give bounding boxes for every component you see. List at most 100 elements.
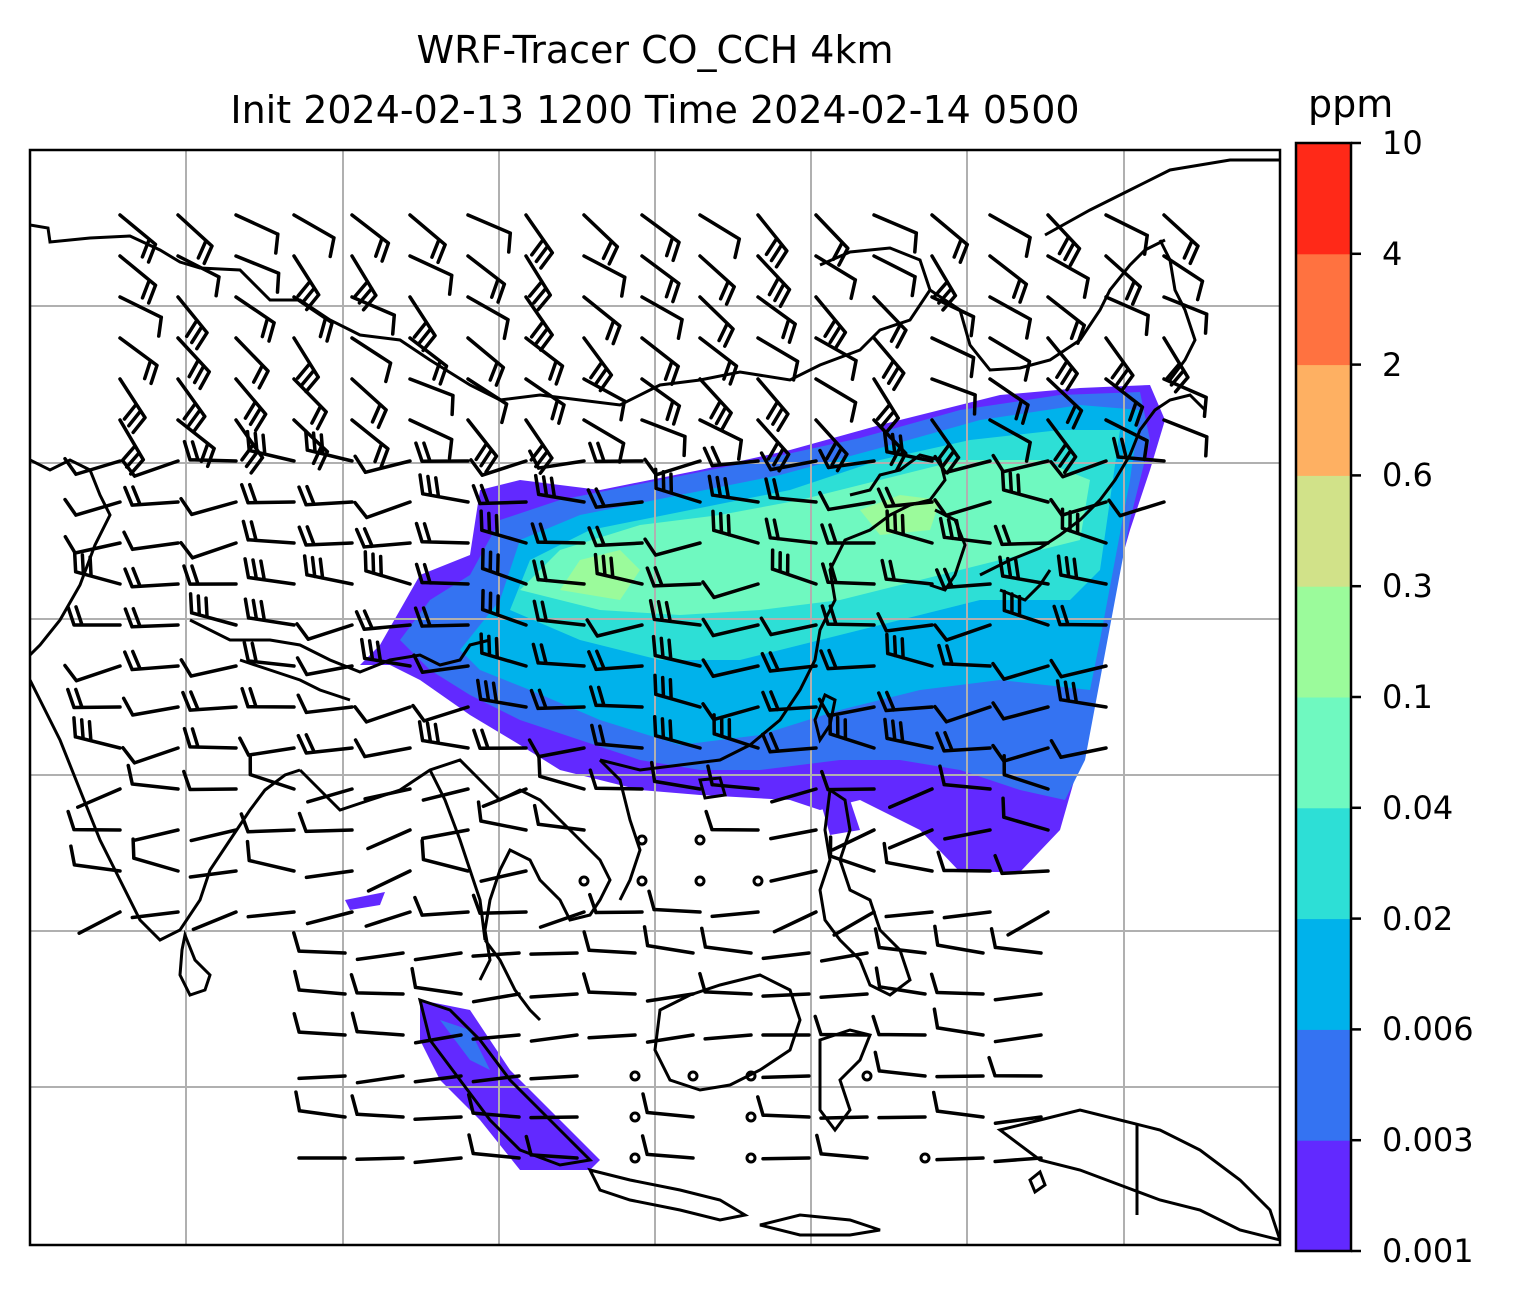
colorbar (1296, 141, 1361, 1253)
wind-barb (761, 992, 811, 998)
colorbar-tick-label: 0.3 (1382, 567, 1433, 606)
wind-barb (471, 1074, 521, 1084)
wind-barb (366, 828, 412, 851)
wind-barb (63, 663, 122, 683)
wind-barb (1006, 910, 1050, 937)
wind-barb (524, 377, 566, 425)
colorbar-segment (1296, 475, 1351, 587)
wind-barb (188, 592, 238, 627)
map-title-line2: Init 2024-02-13 1200 Time 2024-02-14 050… (230, 88, 1080, 132)
wind-barb (888, 787, 934, 810)
wind-barb (292, 1011, 347, 1037)
wind-barb (872, 377, 900, 435)
wind-barb (764, 477, 818, 504)
wind-barb (993, 1033, 1043, 1044)
wind-barb (182, 439, 238, 463)
wind-barb (304, 869, 354, 880)
wind-barb (529, 951, 579, 956)
wind-barb (756, 295, 797, 344)
wind-barb (297, 1074, 347, 1081)
colorbar-segment (1296, 807, 1351, 920)
wind-barb (1104, 213, 1149, 256)
colorbar-segment (1296, 918, 1351, 1030)
wind-barb (1104, 336, 1135, 393)
wind-barb (582, 377, 627, 422)
wind-barb (408, 336, 449, 386)
wind-barb (189, 828, 238, 843)
wind-barb (72, 716, 122, 750)
wind-barb (988, 336, 1032, 382)
wind-barb (414, 562, 470, 586)
colorbar-segment (1296, 697, 1351, 809)
calm-wind-circle (687, 1070, 699, 1082)
colorbar-tick-label: 0.001 (1382, 1232, 1474, 1270)
wind-barb (479, 869, 528, 883)
wind-barb (530, 522, 586, 545)
wind-barb (819, 648, 876, 671)
wind-barb (481, 787, 528, 809)
wind-barb (1002, 753, 1050, 791)
wind-barb (761, 1074, 811, 1080)
wind-barb (63, 456, 122, 476)
wind-barb (354, 527, 412, 549)
wind-barb (883, 717, 934, 750)
wind-barb (294, 1090, 347, 1119)
wind-barb (698, 295, 735, 348)
wind-barb (234, 377, 268, 433)
wind-barb (528, 449, 586, 470)
wind-barb (640, 213, 681, 263)
wind-barb (296, 693, 354, 715)
wind-barb (302, 554, 354, 586)
wind-barb (700, 926, 753, 955)
wind-barb (987, 1055, 1043, 1078)
colorbar-segment (1296, 364, 1351, 476)
wind-barb (1049, 658, 1108, 679)
wind-barb (131, 837, 180, 873)
wind-barb (179, 496, 238, 517)
wind-barb (480, 547, 528, 586)
wind-barb (930, 213, 970, 264)
calm-wind-circle (745, 1070, 757, 1082)
wind-barb (582, 418, 626, 464)
wind-barb (756, 377, 790, 432)
wind-barb (63, 534, 122, 555)
wind-barb (469, 458, 528, 477)
colorbar-frame (1294, 141, 1353, 1253)
wind-barb (355, 1074, 405, 1085)
wind-barb (882, 431, 934, 463)
wind-barb (176, 377, 207, 434)
wind-barb (832, 910, 876, 937)
wind-barb (760, 651, 818, 673)
wind-barb (350, 336, 393, 384)
wind-barb (246, 910, 296, 919)
wind-barb (191, 910, 238, 932)
wind-barb (538, 910, 586, 929)
wind-barb (929, 972, 985, 996)
wind-barb (933, 704, 992, 724)
wind-barb (698, 971, 753, 996)
plume-patch-d (345, 892, 385, 910)
wind-barb (349, 972, 405, 996)
wind-barb (182, 564, 238, 586)
colorbar-segment (1296, 586, 1351, 698)
map-area (30, 150, 1280, 1245)
wind-barb (585, 618, 644, 638)
wind-barb (524, 254, 552, 312)
wind-barb (118, 254, 158, 305)
colorbar-tick-label: 0.1 (1382, 678, 1433, 716)
wind-barb (243, 597, 296, 627)
wind-barb (764, 517, 818, 545)
wind-barb (993, 1115, 1043, 1126)
wind-barb (587, 649, 644, 672)
wind-barb (479, 632, 528, 668)
wind-barb (998, 555, 1050, 586)
wind-barb (408, 418, 454, 461)
wind-barb (993, 992, 1043, 1002)
wind-barb (182, 726, 238, 750)
wind-barb (652, 715, 702, 750)
calm-wind-circle (694, 834, 706, 846)
wind-barb (123, 606, 180, 629)
wind-barb (640, 418, 687, 458)
map-title-line1: WRF-Tracer CO_CCH 4km (416, 28, 894, 72)
